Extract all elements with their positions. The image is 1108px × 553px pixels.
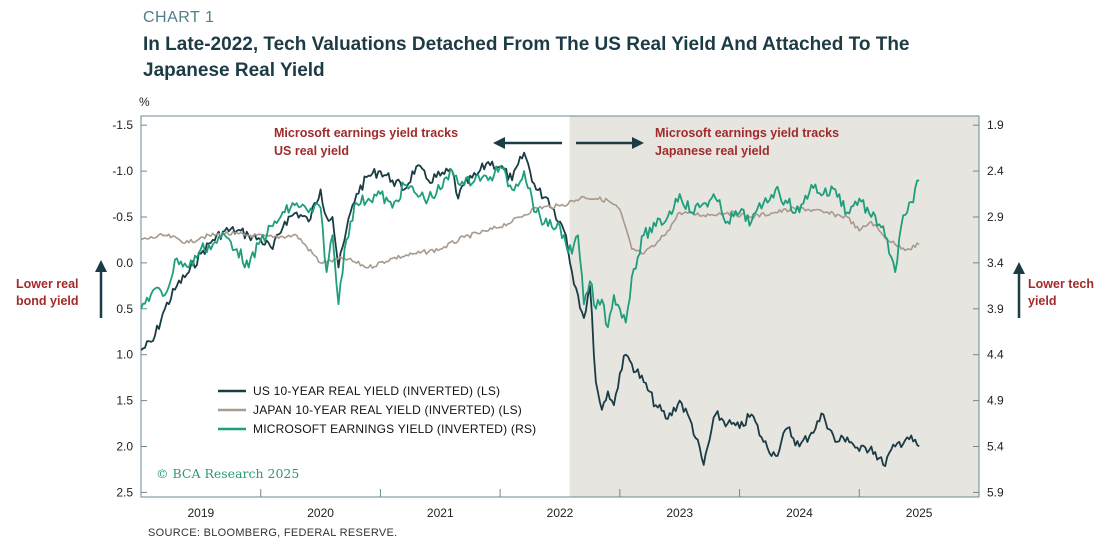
left-tick-label: 1.5 [116,394,133,408]
series-group [140,151,920,467]
annotation-left-line2: US real yield [274,144,349,158]
annotation-right-line1: Microsoft earnings yield tracks [655,126,839,140]
left-tick-label: 1.0 [116,348,133,362]
left-side-note: Lower real bond yield [16,277,79,308]
watermark: © BCA Research 2025 [156,466,299,481]
left-axis: -1.5 -1.0 -0.5 0.0 0.5 1.0 1.5 2.0 2.5 [112,118,147,499]
right-tick-label: 2.9 [987,210,1004,224]
legend-label-us: US 10-YEAR REAL YIELD (INVERTED) (LS) [253,384,500,398]
right-tick-label: 2.4 [987,164,1004,178]
annotation-right-line2: Japanese real yield [655,144,770,158]
annotation-left-line1: Microsoft earnings yield tracks [274,126,458,140]
right-side-note: Lower tech yield [1028,277,1094,308]
right-axis: 1.9 2.4 2.9 3.4 3.9 4.4 4.9 5.4 5.9 [973,118,1004,499]
left-tick-label: -0.5 [112,210,133,224]
left-axis-unit-label: % [139,95,150,109]
series-line-japan-real-yield [140,195,920,269]
x-axis: 2019 2020 2021 2022 2023 2024 2025 [140,489,933,520]
left-tick-label: 2.0 [116,440,133,454]
left-tick-label: 2.5 [116,485,133,499]
chart-title: In Late-2022, Tech Valuations Detached F… [143,34,910,81]
right-tick-label: 4.9 [987,394,1004,408]
right-tick-label: 1.9 [987,118,1004,132]
x-tick-label: 2019 [188,506,215,520]
left-tick-label: 0.5 [116,302,133,316]
legend-label-msft: MICROSOFT EARNINGS YIELD (INVERTED) (RS) [253,422,536,436]
left-tick-label: -1.0 [112,164,133,178]
left-arrow-icon [493,137,562,149]
x-tick-label: 2025 [906,506,933,520]
left-tick-label: -1.5 [112,118,133,132]
right-arrow-icon [576,137,644,149]
right-tick-label: 3.4 [987,256,1004,270]
x-tick-label: 2021 [427,506,454,520]
x-tick-label: 2023 [666,506,693,520]
source-note: SOURCE: BLOOMBERG, FEDERAL RESERVE. [148,527,398,539]
left-tick-label: 0.0 [116,256,133,270]
legend-label-japan: JAPAN 10-YEAR REAL YIELD (INVERTED) (LS) [253,403,522,417]
x-tick-label: 2020 [307,506,334,520]
right-tick-label: 5.4 [987,440,1004,454]
right-tick-label: 4.4 [987,348,1004,362]
x-tick-label: 2024 [786,506,813,520]
right-up-arrow-icon [1013,262,1025,318]
shaded-region [569,116,979,497]
series-line-msft-earnings-yield [140,165,920,329]
left-up-arrow-icon [95,260,107,318]
right-tick-label: 3.9 [987,302,1004,316]
right-tick-label: 5.9 [987,485,1004,499]
x-tick-label: 2022 [547,506,574,520]
chart-number: CHART 1 [143,9,215,26]
series-line-us-real-yield [140,151,920,467]
legend: US 10-YEAR REAL YIELD (INVERTED) (LS) JA… [218,384,536,436]
